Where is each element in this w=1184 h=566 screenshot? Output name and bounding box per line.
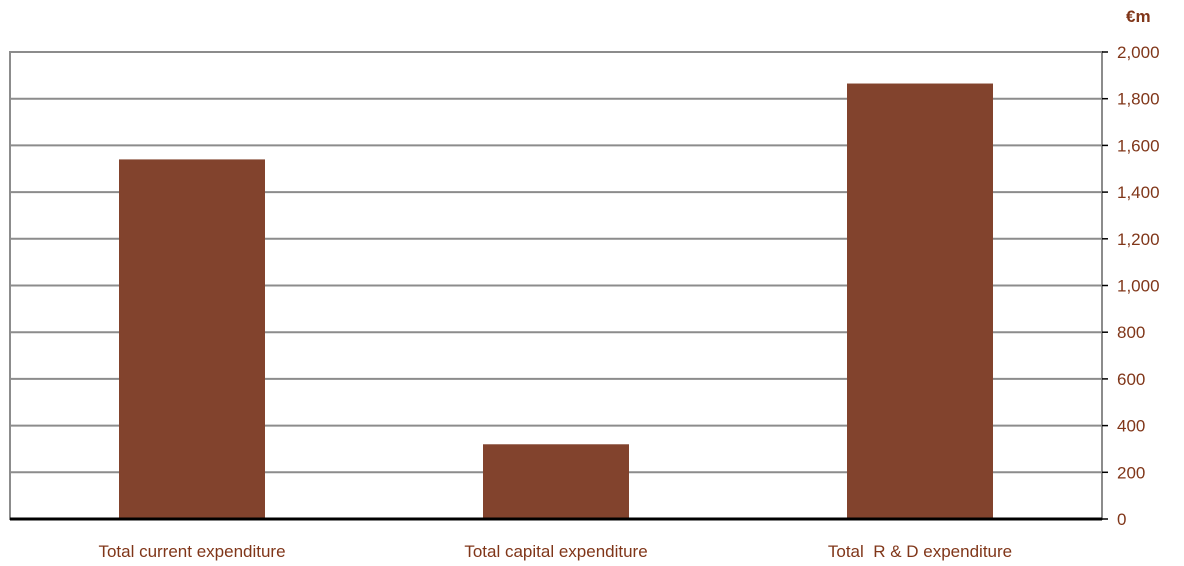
y-tick-label: 2,000 bbox=[1117, 43, 1160, 62]
y-tick-label: 800 bbox=[1117, 323, 1145, 342]
x-axis-category-labels: Total current expenditure Total capital e… bbox=[98, 542, 1012, 561]
y-axis-ticks: 0 200 400 600 800 1,000 1,200 1,400 1,600 1,800 2,… bbox=[1102, 43, 1160, 529]
bar-2 bbox=[483, 444, 629, 519]
bar-3 bbox=[847, 83, 993, 520]
y-tick-label: 1,400 bbox=[1117, 183, 1160, 202]
y-tick-label: 400 bbox=[1117, 417, 1145, 436]
x-category-label: Total R & D expenditure bbox=[828, 542, 1012, 561]
bars bbox=[119, 83, 993, 520]
x-category-label: Total current expenditure bbox=[98, 542, 285, 561]
y-axis-unit-label: €m bbox=[1126, 7, 1151, 26]
y-tick-label: 0 bbox=[1117, 510, 1126, 529]
y-tick-label: 600 bbox=[1117, 370, 1145, 389]
y-tick-label: 1,200 bbox=[1117, 230, 1160, 249]
y-tick-label: 1,600 bbox=[1117, 136, 1160, 155]
y-tick-label: 200 bbox=[1117, 463, 1145, 482]
x-category-label: Total capital expenditure bbox=[464, 542, 647, 561]
bar-1 bbox=[119, 159, 265, 519]
y-tick-label: 1,000 bbox=[1117, 277, 1160, 296]
y-tick-label: 1,800 bbox=[1117, 90, 1160, 109]
